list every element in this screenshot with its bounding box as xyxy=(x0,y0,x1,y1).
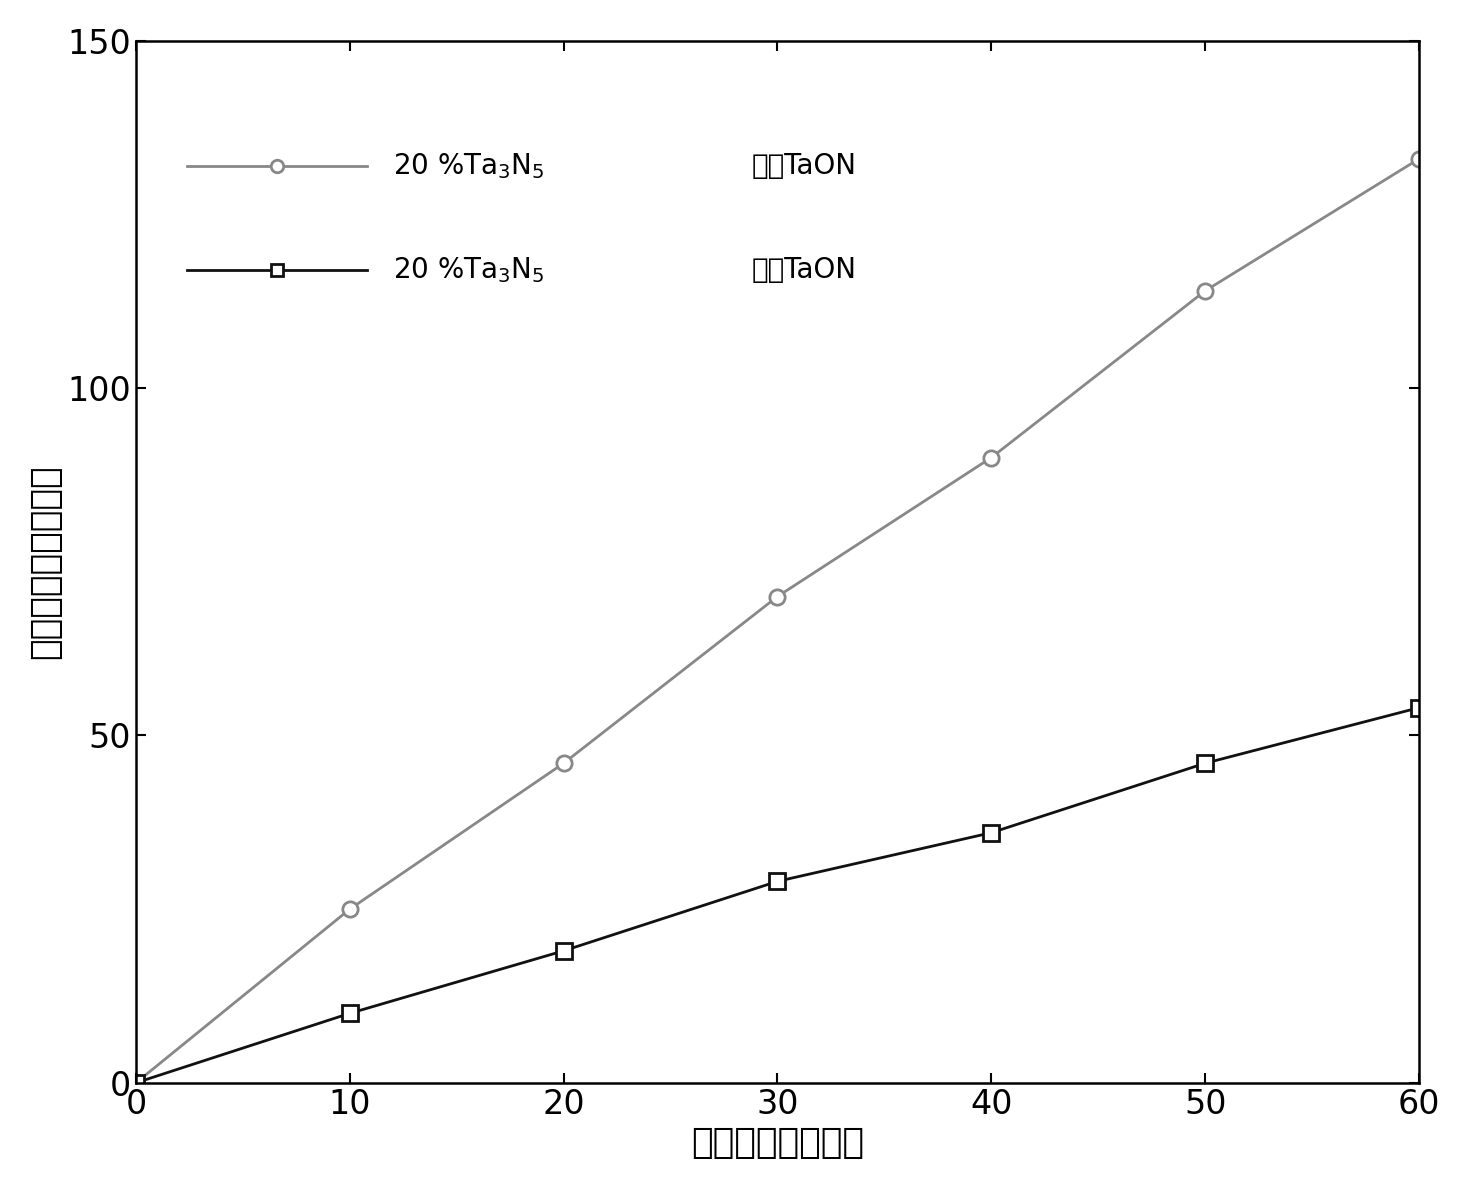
Text: 20 %Ta$_3$N$_5$: 20 %Ta$_3$N$_5$ xyxy=(392,255,545,285)
X-axis label: 光照时间（分钟）: 光照时间（分钟） xyxy=(691,1126,865,1161)
Y-axis label: 氧气总量（微摩尔）: 氧气总量（微摩尔） xyxy=(28,465,62,659)
Text: 混合TaON: 混合TaON xyxy=(752,257,857,284)
Text: 20 %Ta$_3$N$_5$: 20 %Ta$_3$N$_5$ xyxy=(392,151,545,181)
Text: 包覆TaON: 包覆TaON xyxy=(752,152,857,179)
